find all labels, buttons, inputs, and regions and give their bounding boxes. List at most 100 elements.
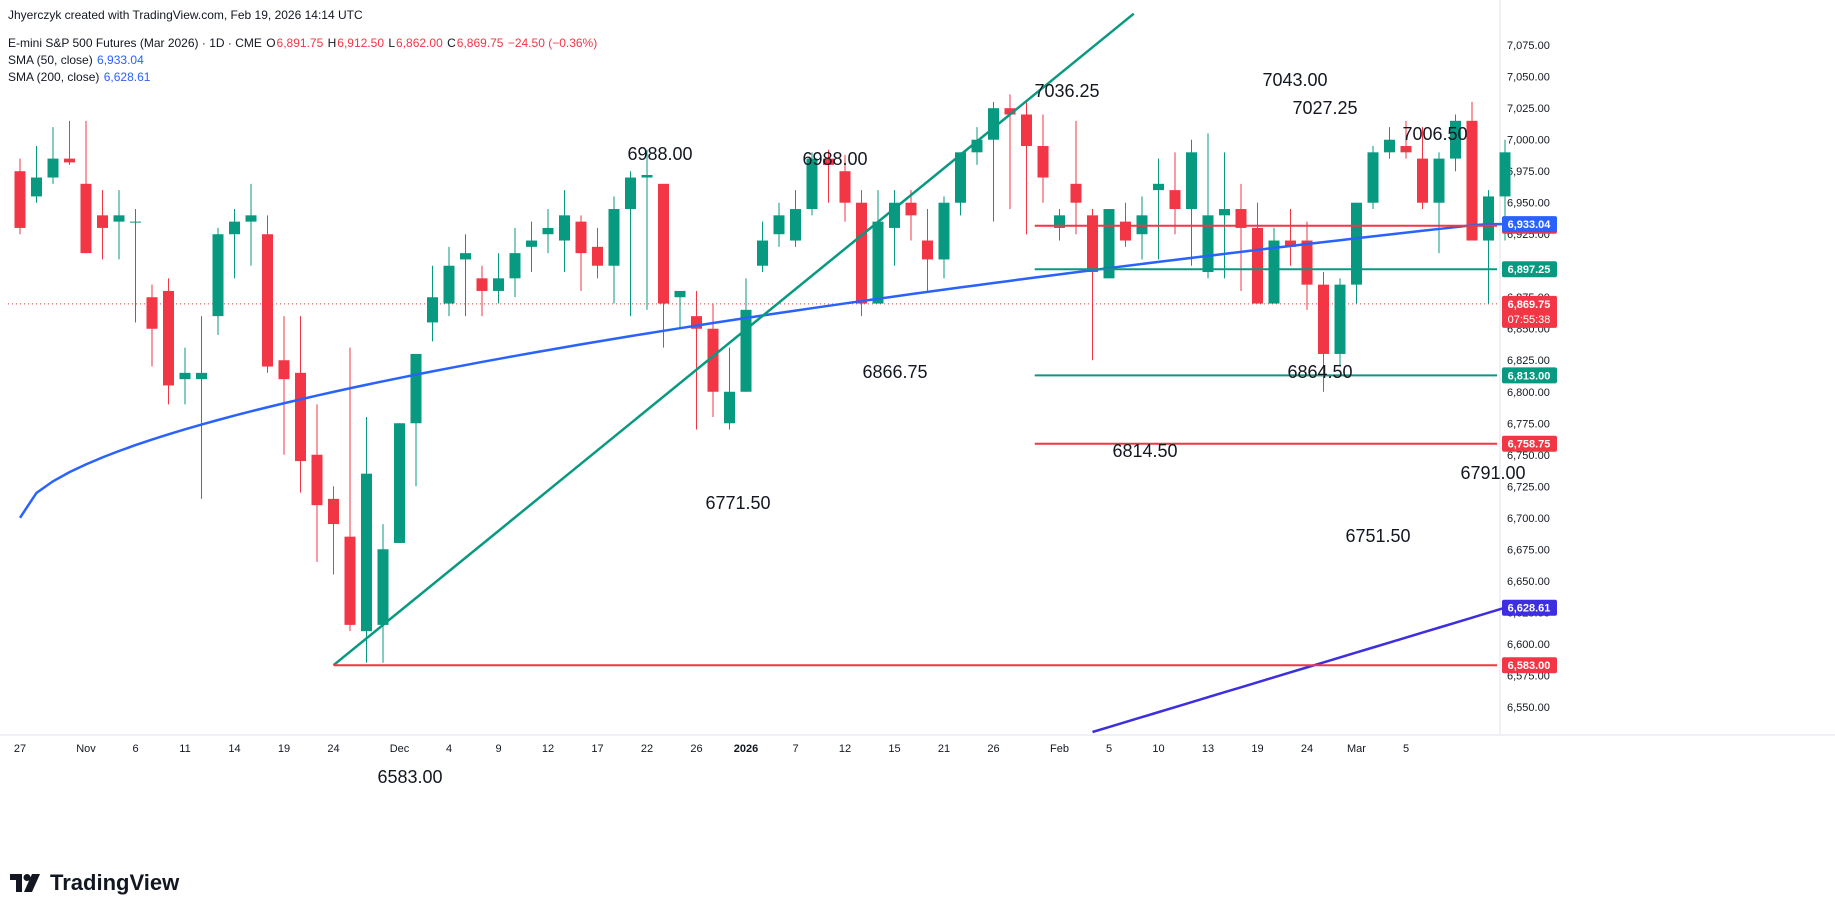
candle-body [1103, 209, 1115, 279]
price-annotation: 6771.50 [705, 493, 770, 513]
close-value: 6,869.75 [456, 36, 504, 50]
price-annotation: 7036.25 [1034, 81, 1099, 101]
brand-name: TradingView [50, 870, 180, 895]
candle-body [1285, 240, 1296, 247]
candle-body [245, 215, 257, 222]
candle-body [80, 183, 92, 254]
candle-body [740, 309, 752, 392]
candle-body [592, 246, 603, 266]
x-tick-label: 5 [1106, 743, 1112, 755]
sma200-line [1092, 606, 1506, 734]
candle-body [856, 202, 867, 304]
x-tick-label: Feb [1050, 743, 1069, 755]
candle-body [1301, 240, 1313, 285]
high-value: 6,912.50 [337, 36, 384, 50]
symbol-legend[interactable]: E-mini S&P 500 Futures (Mar 2026) · 1D ·… [8, 36, 598, 50]
close-label: C [447, 36, 456, 50]
x-tick-label: 15 [888, 743, 900, 755]
x-tick-label: 2026 [734, 743, 758, 755]
candle-body [64, 158, 75, 163]
candle-body [443, 265, 455, 304]
candle-body [1186, 152, 1197, 210]
candle-body [889, 202, 900, 228]
y-tick-label: 7,000.00 [1507, 135, 1550, 147]
candle-body [1466, 120, 1478, 241]
open-label: O [266, 36, 276, 50]
candle-body [460, 253, 471, 260]
candle-body [493, 278, 504, 291]
x-tick-label: Mar [1347, 743, 1366, 755]
candle-body [31, 177, 42, 197]
price-tag-label: 6,628.61 [1508, 603, 1551, 615]
candle-body [1235, 209, 1247, 228]
price-tag [1502, 295, 1557, 328]
y-tick-label: 6,825.00 [1507, 355, 1550, 367]
price-annotation: 7027.25 [1292, 98, 1357, 118]
x-tick-label: 21 [938, 743, 950, 755]
candle-body [1400, 146, 1412, 153]
x-tick-label: 26 [690, 743, 702, 755]
x-tick-label: 10 [1152, 743, 1164, 755]
level-tag-label: 6,583.00 [1508, 660, 1551, 672]
candle-body [773, 215, 785, 235]
candle-body [905, 202, 917, 216]
sma200-legend[interactable]: SMA (200, close) 6,628.61 [8, 70, 151, 84]
candle-body [526, 240, 537, 247]
candle-body [823, 158, 834, 165]
y-tick-label: 6,550.00 [1507, 702, 1550, 714]
price-annotation: 6751.50 [1345, 526, 1410, 546]
x-tick-label: 12 [839, 743, 851, 755]
x-tick-label: 9 [495, 743, 501, 755]
price-tag [1502, 216, 1557, 233]
candle-body [1202, 215, 1214, 273]
x-tick-label: 5 [1403, 743, 1409, 755]
chart-credit: Jhyerczyk created with TradingView.com, … [8, 8, 363, 22]
candle-body [1268, 240, 1280, 304]
candle-body [559, 215, 570, 241]
y-tick-label: 7,050.00 [1507, 72, 1550, 84]
candle-body [196, 372, 207, 380]
symbol-name[interactable]: E-mini S&P 500 Futures (Mar 2026) · 1D ·… [8, 36, 262, 50]
price-annotation: 6988.00 [802, 149, 867, 169]
candle-body [262, 234, 273, 367]
candle-body [1120, 221, 1131, 241]
candle-body [1334, 284, 1346, 354]
low-label: L [388, 36, 396, 50]
x-tick-label: 24 [327, 743, 339, 755]
high-label: H [327, 36, 337, 50]
y-tick-label: 6,950.00 [1507, 198, 1550, 210]
sma50-legend[interactable]: SMA (50, close) 6,933.04 [8, 53, 145, 67]
candle-body [1037, 146, 1049, 178]
candle-body [707, 328, 719, 392]
candle-body [97, 215, 108, 228]
candle-body [1021, 114, 1032, 147]
candle-body [328, 498, 339, 525]
candle-body [311, 454, 323, 506]
x-tick-label: 6 [132, 743, 138, 755]
x-tick-label: 22 [641, 743, 653, 755]
y-tick-label: 6,675.00 [1507, 544, 1550, 556]
candle-body [1499, 152, 1511, 197]
candle-body [658, 183, 669, 304]
candle-body [1367, 152, 1379, 203]
x-tick-label: 7 [792, 743, 798, 755]
level-tag [1502, 261, 1557, 278]
candle-body [542, 227, 554, 235]
sma50-value: 6,933.04 [97, 53, 144, 67]
candle-body [938, 202, 950, 260]
level-tag [1502, 435, 1557, 452]
tradingview-logo[interactable]: TradingView [10, 870, 179, 896]
price-annotation: 6791.00 [1460, 463, 1525, 483]
candle-body [872, 221, 884, 304]
y-tick-label: 6,800.00 [1507, 387, 1550, 399]
y-tick-label: 6,700.00 [1507, 513, 1550, 525]
candle-body [1450, 120, 1461, 159]
candle-body [410, 353, 422, 424]
candle-body [1153, 183, 1164, 191]
candle-body [146, 297, 158, 329]
low-value: 6,862.00 [396, 36, 443, 50]
sma200-label: SMA (200, close) [8, 70, 100, 84]
candle-body [295, 372, 306, 462]
candle-body [278, 360, 290, 380]
